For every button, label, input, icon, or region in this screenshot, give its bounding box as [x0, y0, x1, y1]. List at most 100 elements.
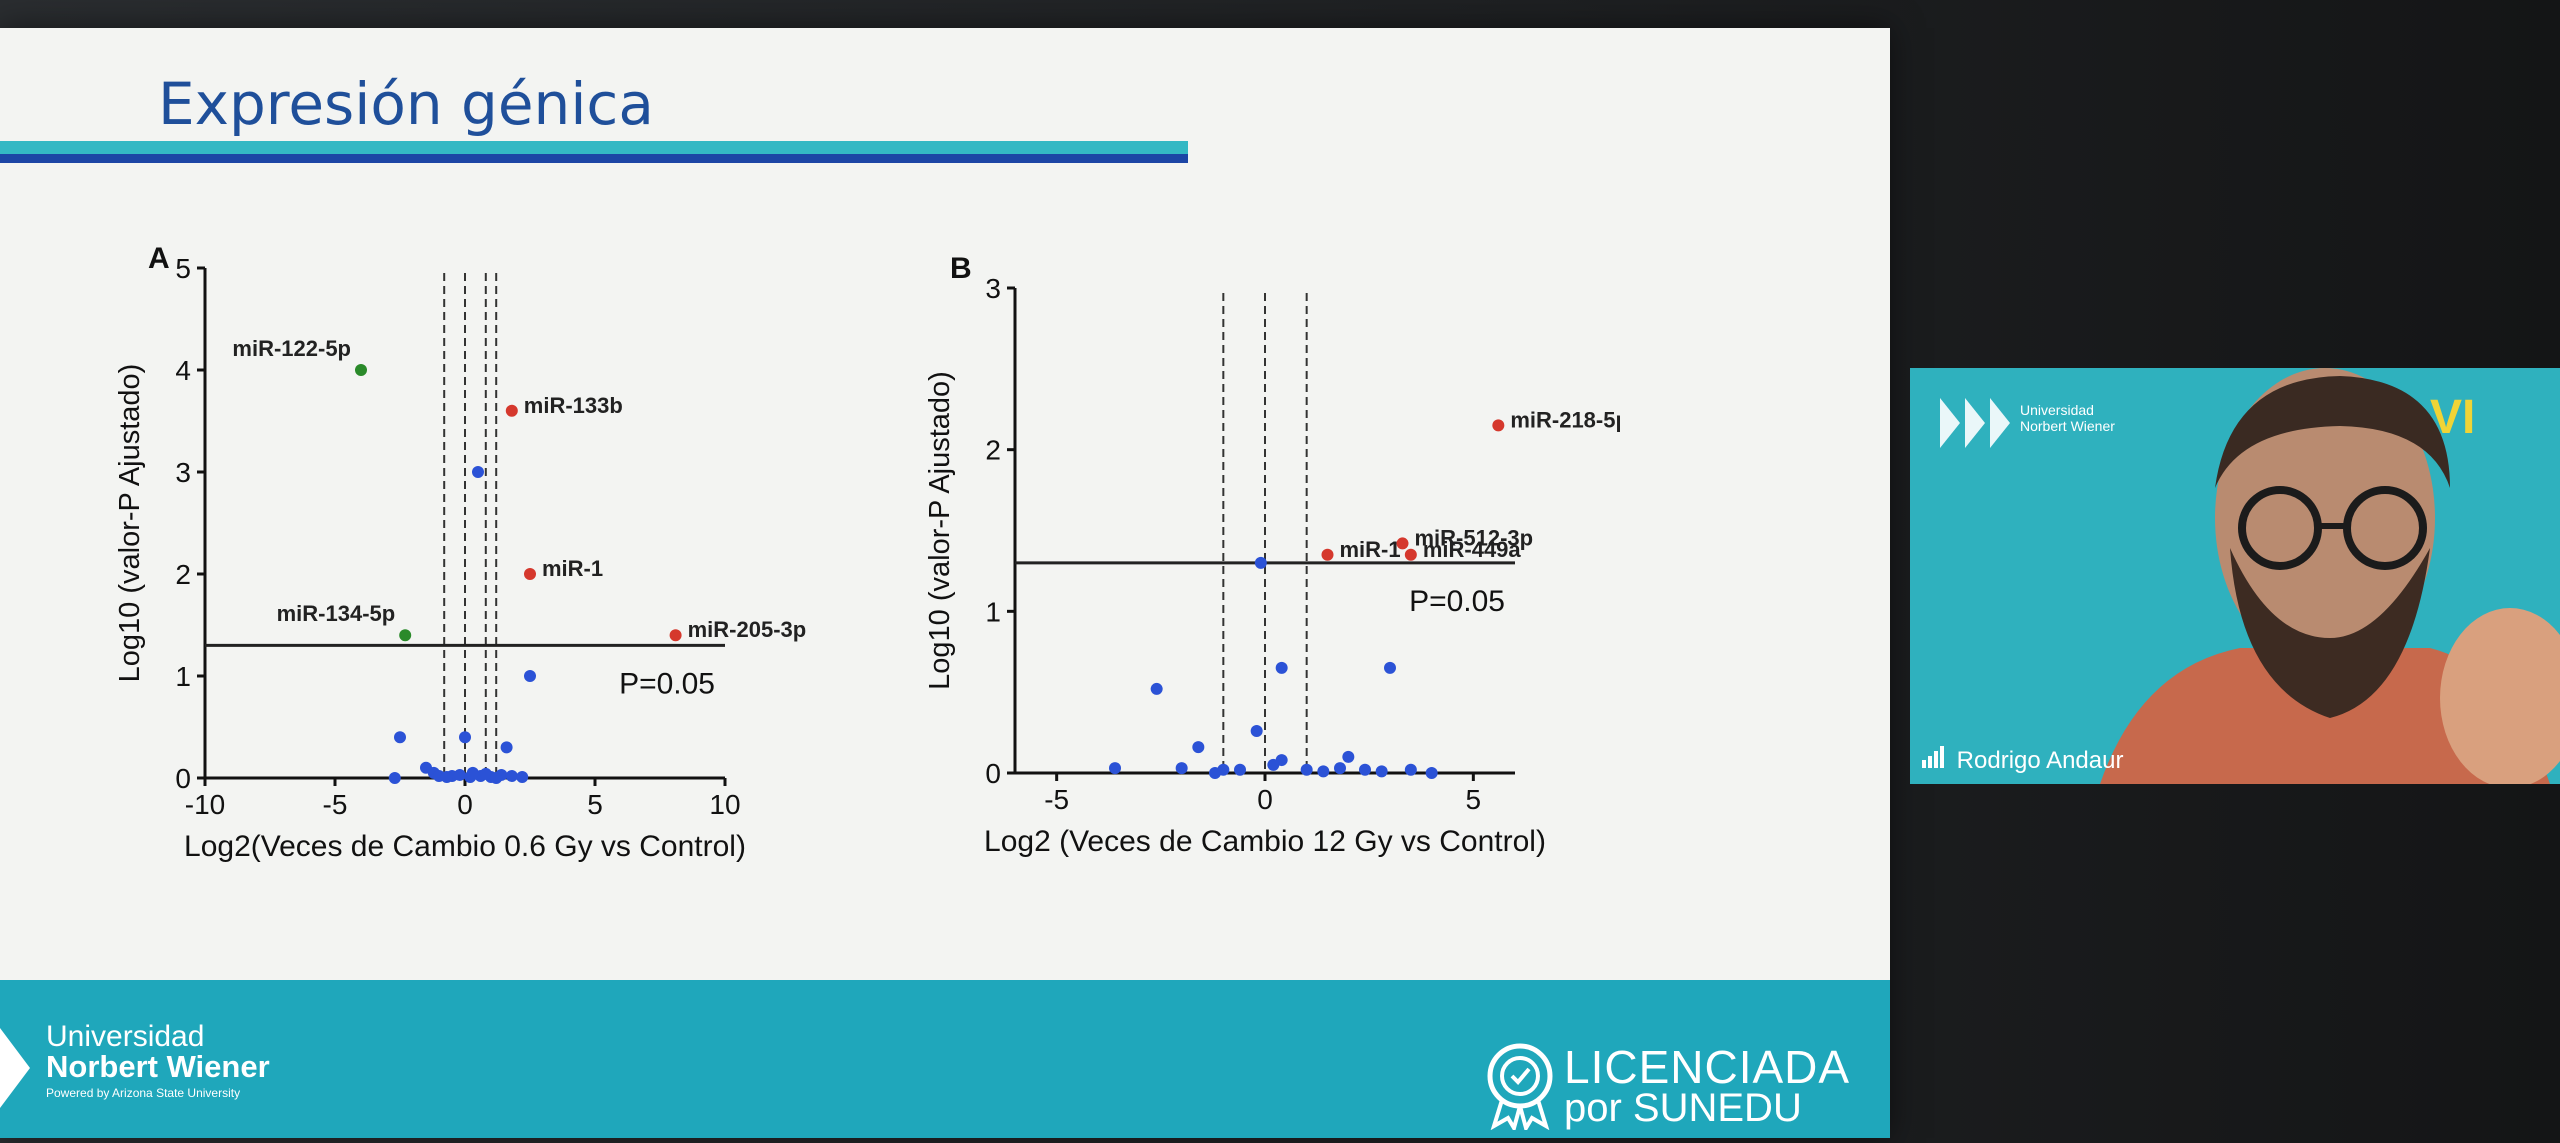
participant-silhouette — [2100, 368, 2560, 784]
data-point — [394, 731, 406, 744]
data-point — [472, 466, 484, 478]
data-point — [1342, 750, 1355, 763]
data-point — [1254, 556, 1267, 569]
data-point — [440, 770, 453, 783]
data-point — [479, 767, 492, 780]
highlighted-point — [669, 629, 682, 642]
participant-name: Rodrigo Andaur — [1956, 747, 2124, 774]
x-tick-label: 0 — [1257, 784, 1273, 815]
data-point — [1175, 762, 1188, 775]
pvalue-threshold-label: P=0.05 — [1409, 585, 1505, 618]
data-point — [1234, 763, 1246, 776]
x-tick-label: 0 — [457, 789, 473, 820]
point-label: miR-1 — [1340, 537, 1401, 562]
y-tick-label: 2 — [175, 559, 191, 590]
data-point — [1109, 762, 1121, 775]
data-point — [1425, 767, 1438, 779]
data-point — [516, 770, 529, 783]
wiener-logo-text: Universidad Norbert Wiener — [2020, 402, 2115, 434]
title-underline-blue — [0, 154, 1188, 163]
x-axis-label: Log2(Veces de Cambio 0.6 Gy vs Control) — [184, 830, 746, 863]
x-tick-label: -10 — [185, 789, 225, 820]
slide-title: Expresión génica — [158, 70, 654, 138]
point-label: miR-133b — [524, 393, 623, 418]
highlighted-point — [1404, 548, 1417, 561]
y-tick-label: 4 — [175, 355, 191, 386]
data-point — [500, 741, 513, 754]
highlighted-point — [505, 404, 518, 417]
data-point — [1275, 661, 1288, 674]
y-axis-label: Log10 (valor-P Ajustado) — [924, 371, 956, 690]
slide-footer — [0, 980, 1890, 1138]
participant-name-label: Rodrigo Andaur — [1922, 746, 2123, 775]
point-label: miR-512-3p — [1415, 525, 1534, 550]
participant-video-feed — [1910, 368, 2560, 784]
y-tick-label: 3 — [985, 273, 1001, 304]
y-tick-label: 5 — [175, 253, 191, 284]
university-line3: Powered by Arizona State University — [46, 1086, 241, 1100]
x-tick-label: 5 — [1466, 784, 1482, 815]
sunedu-text: por SUNEDU — [1564, 1086, 1802, 1130]
data-point — [1384, 661, 1396, 674]
y-tick-label: 0 — [985, 758, 1001, 789]
event-roman-numeral: VI — [2430, 391, 2476, 444]
highlighted-point — [399, 629, 412, 642]
highlighted-point — [355, 364, 367, 376]
data-point — [1300, 763, 1313, 776]
y-tick-label: 1 — [175, 661, 191, 692]
data-point — [490, 772, 503, 784]
presentation-slide: Expresión génica A 0 1 2 3 4 5 -10 -5 0 5 10 P=0.05… — [0, 28, 1890, 1138]
licenciada-text: LICENCIADA — [1564, 1041, 1851, 1093]
data-point — [524, 670, 536, 682]
data-point — [1359, 763, 1371, 776]
data-point — [1192, 741, 1205, 754]
point-label: miR-205-3p — [688, 617, 807, 642]
point-label: miR-122-5p — [232, 336, 351, 361]
highlighted-point — [524, 568, 536, 580]
data-point — [453, 768, 466, 781]
university-line1: Universidad — [46, 1020, 205, 1053]
x-tick-label: 10 — [709, 789, 740, 820]
x-axis-label: Log2 (Veces de Cambio 12 Gy vs Control) — [984, 825, 1546, 858]
data-point — [1317, 765, 1330, 778]
data-point — [1334, 762, 1346, 775]
y-tick-label: 2 — [985, 435, 1001, 466]
highlighted-point — [1321, 548, 1334, 561]
y-tick-label: 3 — [175, 457, 191, 488]
data-point — [1150, 682, 1163, 695]
data-point — [388, 772, 401, 784]
title-underline-teal — [0, 141, 1188, 154]
point-label: miR-134-5p — [277, 601, 396, 626]
highlighted-point — [1492, 419, 1505, 432]
point-label: miR-449a — [1423, 537, 1522, 562]
data-point — [459, 731, 471, 744]
data-point — [1217, 763, 1230, 776]
participant-video-tile[interactable]: Universidad Norbert Wiener VI Rodrigo An… — [1910, 368, 2560, 784]
data-point — [505, 769, 518, 782]
data-point — [1404, 763, 1417, 776]
y-axis-label: Log10 (valor-P Ajustado) — [114, 364, 146, 683]
seal-icon — [1487, 1043, 1553, 1130]
y-tick-label: 0 — [175, 763, 191, 794]
signal-bars-icon — [1922, 746, 1944, 775]
highlighted-point — [1396, 537, 1409, 550]
y-tick-label: 1 — [985, 596, 1001, 627]
x-tick-label: 5 — [587, 789, 603, 820]
volcano-plot-a: A 0 1 2 3 4 5 -10 -5 0 5 10 P=0.05 miR-122-5p miR-133… — [114, 242, 807, 863]
university-footer-logo: Universidad Norbert Wiener Powered by Ar… — [46, 1020, 270, 1101]
panel-label-a: A — [148, 242, 170, 275]
volcano-plot-b: B 0 1 2 3 -5 0 5 P=0.05 miR-218-5p miR-1 miR-512-3… — [924, 252, 1620, 858]
data-point — [1250, 724, 1263, 737]
x-tick-label: -5 — [323, 789, 348, 820]
data-point — [1375, 765, 1388, 778]
university-line2: Norbert Wiener — [46, 1049, 270, 1084]
panel-label-b: B — [950, 252, 972, 285]
data-point — [466, 766, 479, 779]
university-logo-icon — [0, 1028, 30, 1108]
wiener-logo-icon — [1940, 398, 2010, 448]
data-point — [1267, 758, 1280, 771]
point-label: miR-218-5p — [1510, 407, 1620, 432]
point-label: miR-1 — [542, 556, 603, 581]
pvalue-threshold-label: P=0.05 — [619, 667, 715, 700]
x-tick-label: -5 — [1044, 784, 1069, 815]
